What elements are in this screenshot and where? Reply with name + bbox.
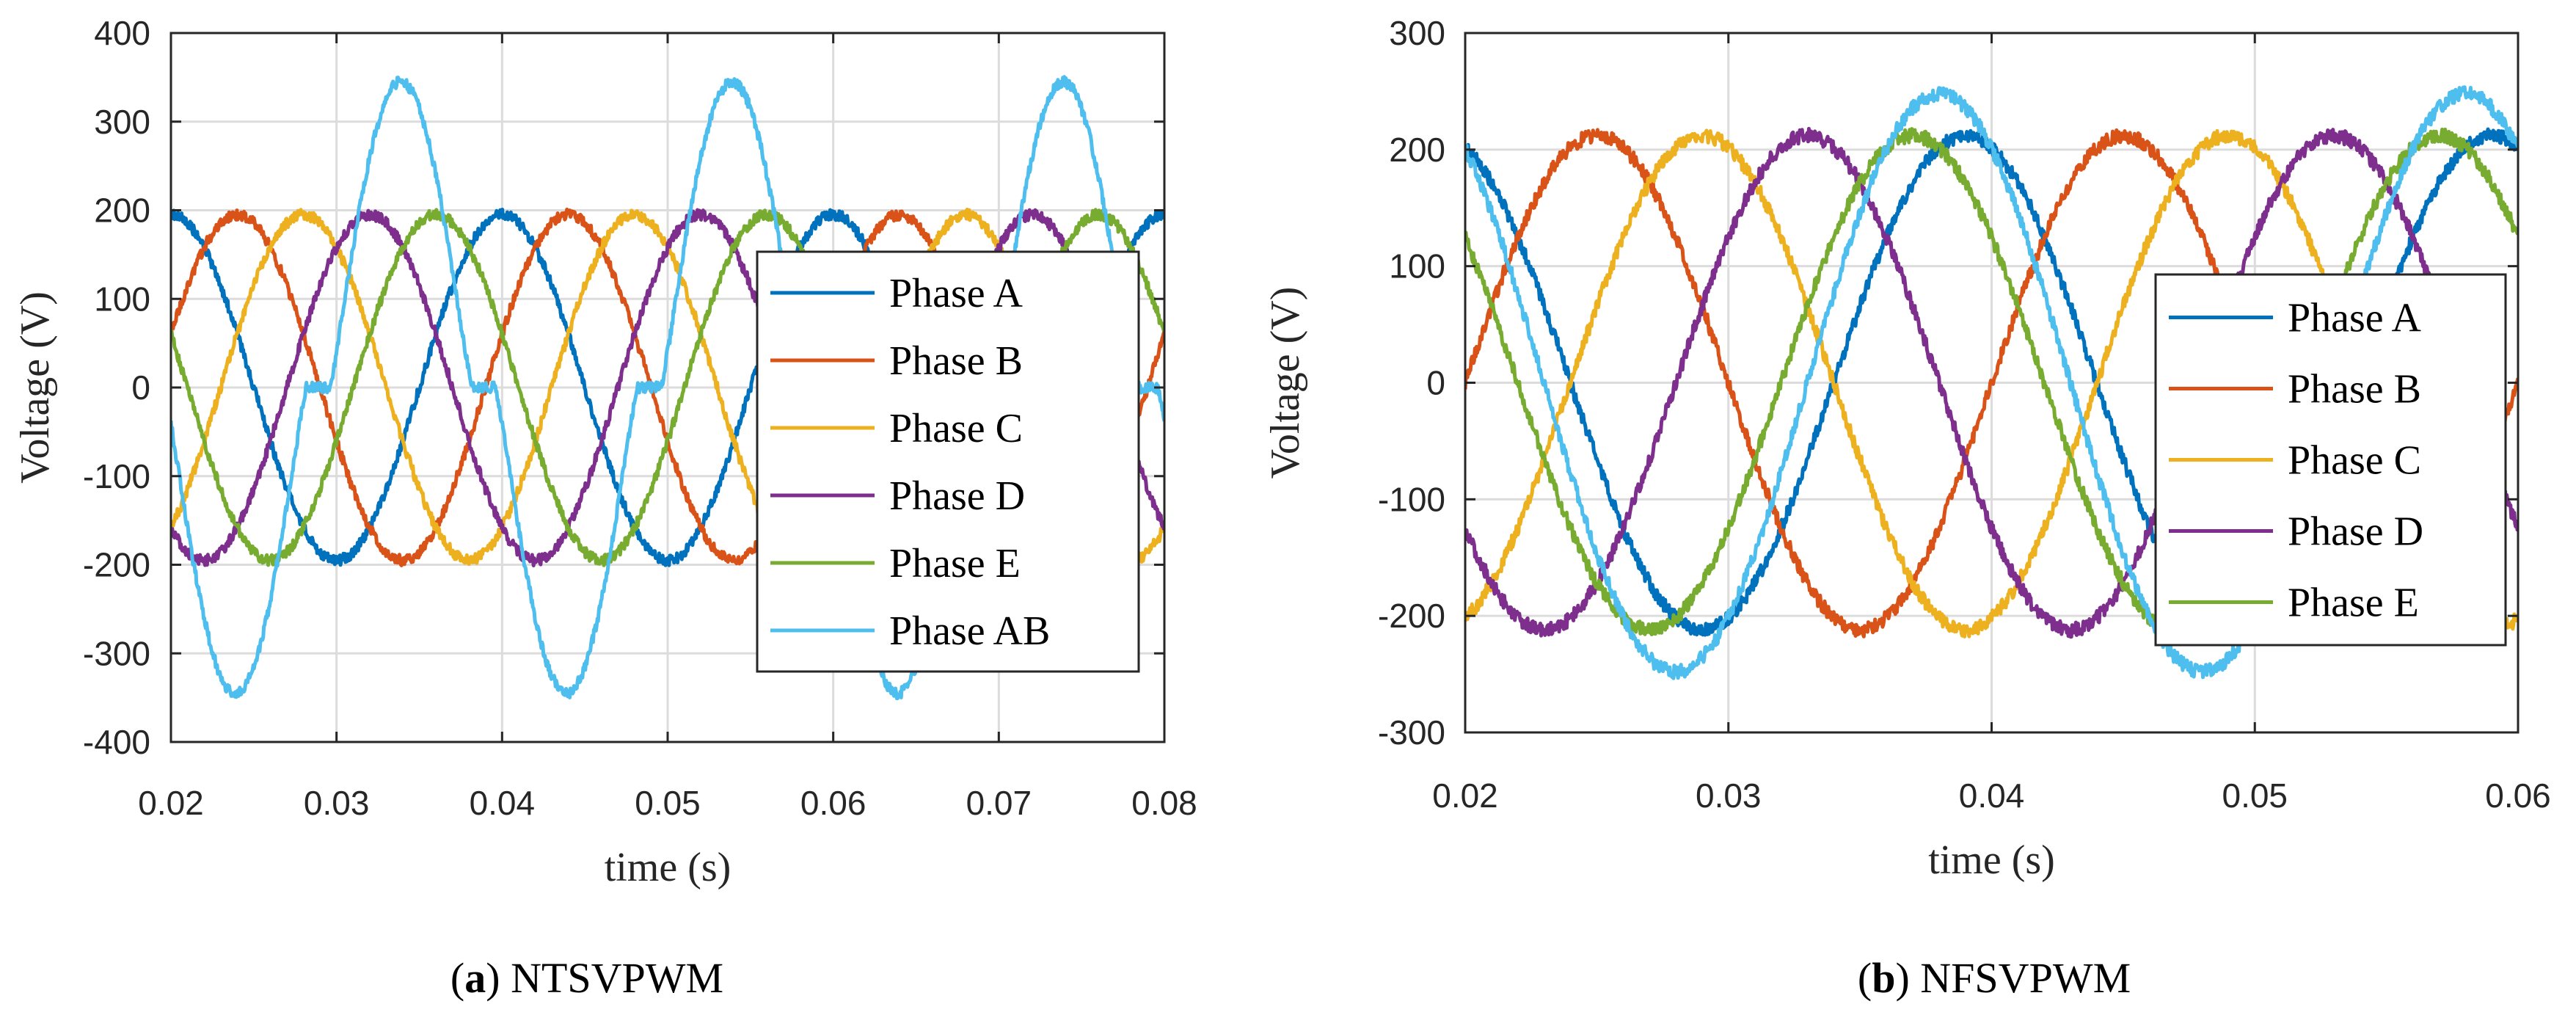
x-tick-label: 0.02 — [1432, 776, 1498, 815]
x-tick-label: 0.06 — [800, 784, 866, 822]
caption-b: (b) NFSVPWM — [1858, 954, 2131, 1002]
series-line-phase-d — [171, 208, 1164, 567]
x-tick-label: 0.04 — [1959, 776, 2025, 815]
y-tick-label: 100 — [94, 280, 150, 318]
y-tick-label: -100 — [1378, 480, 1445, 518]
x-tick-label: 0.03 — [1696, 776, 1762, 815]
x-tick-label: 0.06 — [2485, 776, 2551, 815]
legend: Phase A Phase B Phase C Phase D Phase E — [2154, 273, 2507, 647]
y-tick-label: -300 — [83, 634, 150, 672]
legend: Phase A Phase B Phase C Phase D Phase E Phase… — [756, 250, 1140, 673]
x-tick-label: 0.07 — [966, 784, 1032, 822]
legend-label: Phase A — [889, 271, 1024, 316]
y-tick-label: -200 — [83, 546, 150, 584]
legend-label: Phase C — [2288, 438, 2421, 484]
y-tick-label: 200 — [1389, 131, 1445, 169]
ticks: 0.02 0.03 0.04 0.05 0.06 0.07 0.08 400 300 200 100… — [83, 14, 1197, 822]
y-tick-label: -100 — [83, 457, 150, 495]
y-tick-label: 200 — [94, 192, 150, 230]
legend-label: Phase C — [889, 406, 1023, 451]
legend-label: Phase D — [889, 473, 1025, 519]
y-tick-label: 300 — [1389, 14, 1445, 52]
y-tick-label: 400 — [94, 14, 150, 52]
x-tick-label: 0.05 — [2222, 776, 2288, 815]
x-axis-label: time (s) — [605, 845, 731, 890]
y-tick-label: 300 — [94, 103, 150, 141]
y-tick-label: 0 — [1426, 364, 1445, 402]
x-tick-label: 0.08 — [1131, 784, 1197, 822]
y-tick-label: 0 — [131, 368, 150, 407]
x-tick-label: 0.04 — [470, 784, 536, 822]
x-tick-label: 0.05 — [635, 784, 701, 822]
chart-b: 0.02 0.03 0.04 0.05 0.06 300 200 100 0 -100 -200 -3… — [1263, 14, 2551, 883]
legend-box — [756, 250, 1140, 673]
legend-label: Phase D — [2288, 509, 2423, 555]
legend-label: Phase AB — [889, 608, 1050, 654]
chart-a: 0.02 0.03 0.04 0.05 0.06 0.07 0.08 400 300 200 100… — [12, 14, 1197, 890]
x-tick-label: 0.02 — [138, 784, 204, 822]
legend-label: Phase E — [2288, 581, 2419, 626]
y-axis-label: Voltage (V) — [12, 291, 58, 484]
y-tick-label: -300 — [1378, 713, 1445, 752]
y-tick-label: 100 — [1389, 247, 1445, 285]
y-tick-label: -200 — [1378, 597, 1445, 635]
caption-a: (a) NTSVPWM — [450, 954, 723, 1002]
y-tick-label: -400 — [83, 723, 150, 761]
legend-label: Phase B — [2288, 367, 2421, 412]
legend-label: Phase B — [889, 338, 1023, 384]
x-tick-label: 0.03 — [304, 784, 370, 822]
ticks: 0.02 0.03 0.04 0.05 0.06 300 200 100 0 -100 -200 -3… — [1378, 14, 2551, 815]
x-axis-label: time (s) — [1928, 837, 2055, 883]
legend-label: Phase A — [2288, 296, 2422, 341]
y-axis-label: Voltage (V) — [1263, 287, 1308, 479]
legend-label: Phase E — [889, 541, 1021, 586]
series-line-phase-d — [1465, 126, 2518, 639]
